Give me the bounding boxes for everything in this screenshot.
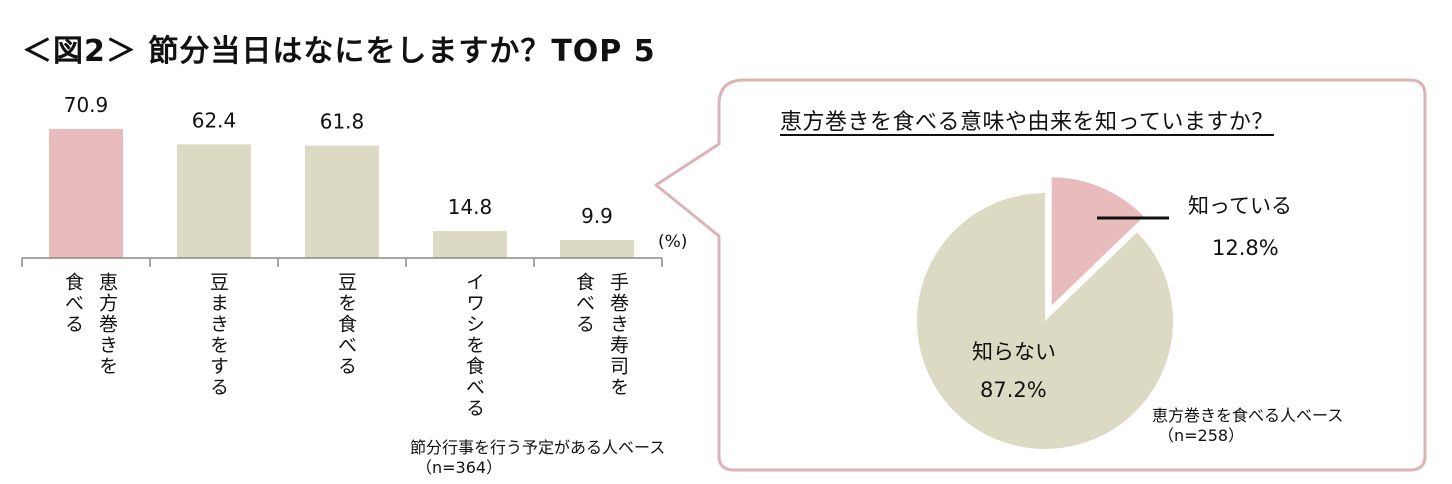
pie-base-note: 恵方巻きを食べる人ベース （n=258）: [1152, 406, 1343, 446]
category-label: イワシを食べる: [463, 272, 485, 419]
category-label: 豆を食べる: [335, 272, 357, 377]
bar-value-label: 61.8: [320, 110, 365, 134]
pie-base-note-line: 恵方巻きを食べる人ベース: [1152, 406, 1344, 425]
bar: [177, 144, 251, 258]
pie-value-unknown: 87.2%: [980, 378, 1047, 402]
bar-base-note-line: 節分行事を行う予定がある人ベース: [410, 438, 666, 457]
category-label: 豆まきをする: [207, 272, 229, 398]
bar: [49, 128, 123, 258]
pie-label-unknown: 知らない: [972, 340, 1056, 364]
pie-base-note-n: （n=258）: [1158, 426, 1245, 445]
category-label: 手巻き寿司を 食べる: [573, 272, 629, 398]
category-label: 恵方巻きを 食べる: [62, 272, 118, 377]
pie-label-known: 知っている: [1188, 194, 1292, 218]
chart-title: ＜図2＞ 節分当日はなにをしますか？TOP 5: [22, 34, 656, 69]
bar-value-label: 14.8: [448, 195, 493, 219]
unit-label: (%): [658, 232, 687, 252]
bar: [560, 239, 634, 258]
bar-value-label: 62.4: [192, 108, 237, 132]
pie-chart: [917, 177, 1174, 450]
pie-title: 恵方巻きを食べる意味や由来を知っていますか？: [780, 110, 1274, 135]
bars-group: 70.9 62.4 61.8 14.8 9.9: [49, 93, 634, 258]
pie-value-known: 12.8%: [1212, 236, 1279, 260]
bar-value-label: 70.9: [64, 93, 109, 117]
pie-slice: [1051, 177, 1144, 306]
bar-value-label: 9.9: [581, 204, 613, 228]
pie-slice: [917, 193, 1174, 450]
bar: [305, 145, 379, 258]
bar-base-note: 節分行事を行う予定がある人ベース （n=364）: [410, 438, 665, 478]
bar: [433, 231, 507, 258]
bar-base-note-n: （n=364）: [416, 458, 503, 477]
bar-chart: 70.9 62.4 61.8 14.8 9.9 (%): [21, 93, 687, 267]
x-axis: (%): [21, 232, 687, 267]
